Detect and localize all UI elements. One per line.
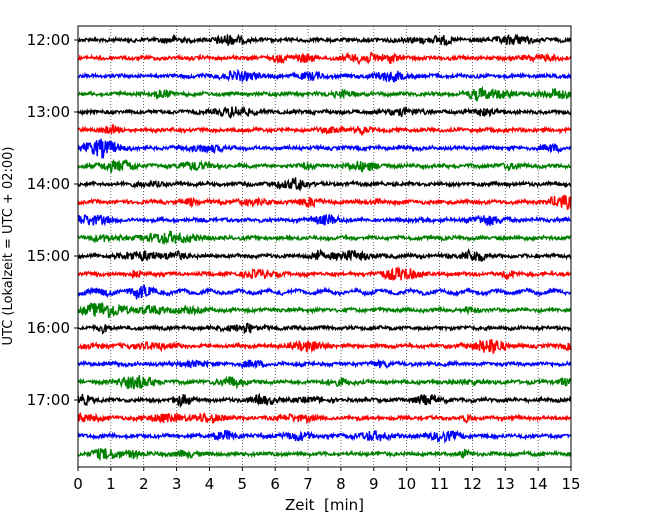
trace-line-1315 (77, 124, 572, 137)
trace-line-1615 (77, 339, 572, 355)
x-tick-label: 9 (369, 475, 379, 493)
x-tick-label: 12 (463, 475, 482, 493)
trace-line-1345 (77, 158, 572, 173)
x-tick-label: 5 (238, 475, 248, 493)
x-tick-label: 0 (73, 475, 83, 493)
trace-line-1400 (77, 177, 572, 192)
trace-line-1600 (77, 322, 572, 335)
trace-line-1700 (77, 392, 572, 408)
trace-line-1445 (77, 230, 572, 245)
x-tick-label: 15 (561, 475, 580, 493)
x-tick-label: 14 (529, 475, 548, 493)
trace-line-1500 (77, 248, 572, 263)
y-tick-label: 16:00 (27, 319, 70, 337)
trace-line-1545 (77, 301, 572, 318)
trace-line-1645 (77, 374, 572, 390)
trace-line-1430 (77, 213, 572, 227)
y-tick-label: 15:00 (27, 247, 70, 265)
trace-line-1245 (77, 85, 572, 102)
trace-line-1300 (77, 105, 572, 120)
x-tick-label: 11 (430, 475, 449, 493)
x-tick-label: 6 (270, 475, 280, 493)
trace-line-1215 (77, 51, 572, 66)
x-tick-label: 4 (205, 475, 215, 493)
trace-line-1200 (77, 33, 572, 47)
y-axis-ticks: 12:00 13:00 14:00 15:00 16:00 17:00 (27, 31, 78, 409)
trace-line-1715 (77, 411, 572, 425)
plot-frame (77, 25, 572, 468)
trace-line-1230 (77, 68, 572, 84)
x-tick-label: 2 (139, 475, 149, 493)
trace-lines (77, 33, 572, 462)
x-tick-label: 10 (397, 475, 416, 493)
y-tick-label: 12:00 (27, 31, 70, 49)
x-tick-label: 3 (172, 475, 182, 493)
y-axis-label: UTC (Lokalzeit = UTC + 02:00) (1, 147, 16, 346)
trace-line-1330 (77, 138, 572, 159)
x-tick-label: 7 (303, 475, 313, 493)
x-axis-ticks: 0 1 2 3 4 5 6 7 8 9 10 11 12 13 14 15 (73, 467, 581, 493)
y-tick-label: 17:00 (27, 391, 70, 409)
x-tick-label: 1 (106, 475, 116, 493)
trace-line-1515 (77, 266, 572, 281)
x-tick-label: 8 (336, 475, 346, 493)
x-tick-label: 13 (496, 475, 515, 493)
trace-line-1630 (77, 358, 572, 370)
y-tick-label: 14:00 (27, 175, 70, 193)
trace-line-1415 (77, 194, 572, 210)
y-tick-label: 13:00 (27, 103, 70, 121)
trace-line-1745 (77, 448, 572, 462)
trace-line-1730 (77, 429, 572, 445)
x-axis-label: Zeit [min] (285, 496, 364, 514)
trace-line-1530 (77, 284, 572, 300)
